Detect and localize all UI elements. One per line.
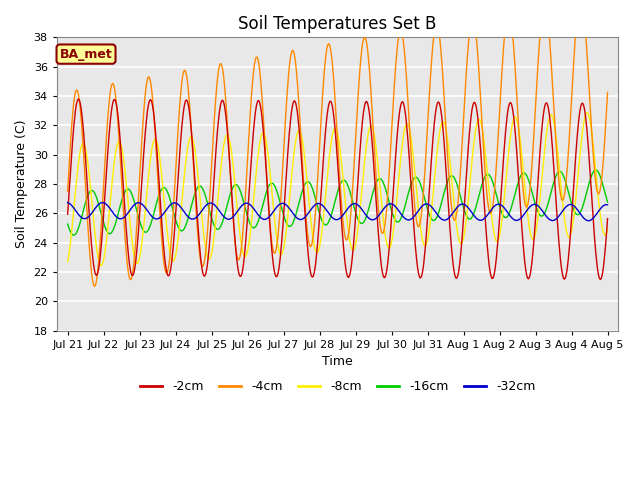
-4cm	[424, 114, 432, 120]
-32cm	[127, 206, 135, 212]
Line: -32cm: -32cm	[68, 203, 607, 221]
-4cm	[394, 40, 402, 46]
-2cm	[254, 98, 262, 104]
-16cm	[424, 208, 432, 214]
-2cm	[394, 126, 402, 132]
-4cm	[90, 283, 98, 289]
Text: BA_met: BA_met	[60, 48, 113, 60]
-8cm	[275, 244, 282, 250]
-4cm	[128, 275, 136, 281]
-4cm	[64, 189, 72, 194]
-8cm	[128, 235, 136, 241]
-16cm	[64, 221, 72, 227]
-2cm	[596, 276, 604, 282]
-16cm	[227, 189, 235, 195]
-32cm	[393, 205, 401, 211]
-4cm	[227, 181, 235, 187]
-2cm	[74, 96, 82, 102]
-16cm	[70, 232, 78, 238]
-2cm	[128, 272, 136, 278]
-8cm	[394, 186, 402, 192]
-4cm	[604, 89, 611, 95]
-16cm	[604, 199, 611, 205]
-2cm	[275, 270, 282, 276]
-2cm	[227, 179, 235, 184]
-16cm	[128, 191, 136, 197]
-4cm	[254, 56, 262, 61]
-32cm	[604, 202, 611, 208]
-32cm	[424, 201, 431, 207]
-2cm	[64, 211, 72, 217]
Line: -2cm: -2cm	[68, 99, 607, 279]
-32cm	[585, 218, 593, 224]
Legend: -2cm, -4cm, -8cm, -16cm, -32cm: -2cm, -4cm, -8cm, -16cm, -32cm	[134, 375, 541, 398]
Title: Soil Temperatures Set B: Soil Temperatures Set B	[239, 15, 436, 33]
Line: -16cm: -16cm	[68, 170, 607, 235]
-8cm	[583, 110, 591, 116]
-2cm	[604, 216, 611, 222]
-8cm	[227, 145, 235, 151]
-32cm	[273, 204, 281, 209]
-8cm	[97, 263, 105, 268]
-8cm	[64, 259, 72, 265]
-16cm	[275, 192, 282, 198]
Y-axis label: Soil Temperature (C): Soil Temperature (C)	[15, 120, 28, 248]
-32cm	[253, 210, 261, 216]
-2cm	[424, 207, 432, 213]
X-axis label: Time: Time	[322, 355, 353, 369]
-8cm	[604, 226, 611, 232]
Line: -4cm: -4cm	[68, 0, 607, 286]
Line: -8cm: -8cm	[68, 113, 607, 265]
-8cm	[424, 235, 432, 240]
-16cm	[592, 167, 600, 173]
-16cm	[394, 219, 402, 225]
-4cm	[275, 231, 282, 237]
-16cm	[254, 220, 262, 226]
-32cm	[64, 200, 72, 205]
-8cm	[254, 155, 262, 161]
-32cm	[227, 216, 234, 222]
